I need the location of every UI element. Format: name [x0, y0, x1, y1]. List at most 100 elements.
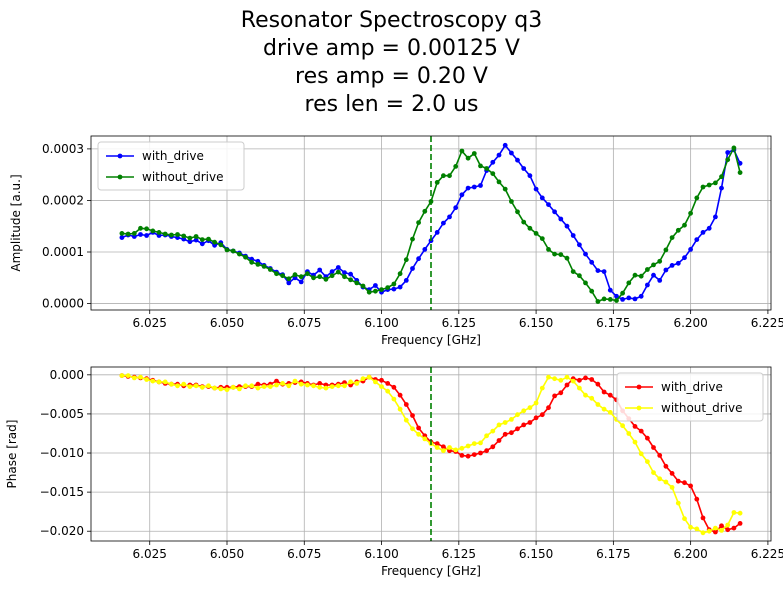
data-point: [441, 220, 446, 226]
data-point: [187, 239, 193, 245]
data-point: [249, 383, 255, 389]
data-point: [335, 265, 341, 270]
data-point: [595, 299, 601, 304]
data-point: [255, 262, 261, 267]
data-point: [521, 408, 527, 414]
data-point: [286, 276, 292, 282]
data-point: [688, 524, 693, 530]
data-point: [484, 448, 489, 454]
chart-title-line-2: drive amp = 0.00125 V: [263, 36, 520, 61]
data-point: [552, 393, 557, 399]
data-point: [657, 258, 663, 264]
data-point: [546, 247, 551, 252]
data-point: [156, 379, 162, 385]
data-point: [552, 251, 557, 257]
data-point: [434, 180, 440, 185]
data-point: [564, 382, 570, 388]
data-point: [181, 381, 187, 387]
y-tick-label: 0.0000: [42, 297, 84, 311]
data-point: [255, 381, 261, 387]
data-point: [360, 376, 366, 382]
data-point: [614, 298, 619, 303]
data-point: [607, 287, 613, 293]
data-point: [651, 272, 656, 278]
data-point: [632, 424, 638, 429]
data-point: [719, 523, 724, 529]
data-point: [521, 422, 527, 428]
data-point: [638, 273, 644, 279]
data-point: [138, 374, 143, 380]
data-point: [397, 284, 403, 290]
data-point: [589, 288, 595, 294]
data-point: [255, 385, 261, 391]
data-point: [403, 278, 409, 283]
data-point: [471, 151, 477, 156]
data-point: [688, 247, 693, 252]
data-point: [447, 173, 452, 179]
y-axis-label: Phase [rad]: [5, 420, 19, 489]
data-point: [230, 384, 236, 390]
data-point: [700, 515, 706, 521]
data-point: [632, 439, 638, 445]
data-point: [471, 184, 477, 190]
data-point: [156, 230, 162, 235]
data-point: [471, 441, 477, 446]
data-point: [533, 186, 539, 192]
data-point: [218, 242, 224, 248]
x-tick-label: 6.075: [287, 316, 321, 330]
x-tick-label: 6.225: [751, 316, 783, 330]
plot-phase: 6.025 6.050 6.075 6.100 6.125 6.150 6.175 6.200…: [5, 366, 783, 578]
data-point: [515, 157, 520, 163]
data-point: [249, 259, 255, 265]
data-point: [509, 417, 514, 422]
data-point: [397, 406, 403, 412]
data-point: [193, 383, 199, 389]
data-point: [719, 528, 724, 533]
x-axis-label: Frequency [GHz]: [381, 564, 481, 578]
data-point: [713, 529, 718, 535]
data-point: [651, 470, 656, 475]
data-point: [558, 216, 564, 222]
data-point: [373, 283, 378, 288]
data-point: [243, 383, 248, 389]
data-point: [416, 431, 421, 437]
data-point: [700, 184, 706, 190]
data-point: [441, 444, 446, 450]
data-point: [645, 282, 650, 288]
data-point: [570, 233, 576, 238]
data-point: [706, 528, 712, 534]
legend-box: [97, 141, 245, 191]
data-point: [125, 231, 131, 237]
data-point: [502, 186, 508, 192]
data-point: [422, 208, 428, 214]
y-tick-label: 0.0003: [42, 142, 84, 156]
legend: with_drive without_drive: [97, 141, 245, 191]
x-tick-label: 6.100: [364, 547, 398, 561]
data-point: [224, 387, 230, 393]
data-point: [335, 269, 341, 275]
data-point: [478, 183, 483, 188]
data-point: [478, 450, 483, 456]
y-tick-label: 0.000: [50, 368, 84, 382]
data-point: [737, 510, 743, 516]
data-point: [212, 239, 218, 245]
data-point: [348, 277, 353, 283]
data-point: [688, 210, 693, 216]
data-point: [564, 255, 570, 261]
data-point: [651, 262, 656, 268]
data-point: [422, 247, 428, 252]
data-point: [663, 463, 669, 469]
data-point: [292, 272, 298, 278]
data-point: [348, 379, 353, 385]
data-point: [694, 496, 700, 502]
data-point: [539, 236, 545, 242]
data-point: [669, 235, 675, 241]
legend: with_drive without_drive: [616, 372, 764, 422]
data-point: [391, 286, 397, 292]
data-point: [212, 385, 218, 391]
data-point: [620, 423, 625, 429]
data-point: [645, 435, 650, 441]
legend-label: with_drive: [142, 149, 204, 163]
data-point: [329, 269, 335, 274]
data-point: [700, 230, 706, 235]
